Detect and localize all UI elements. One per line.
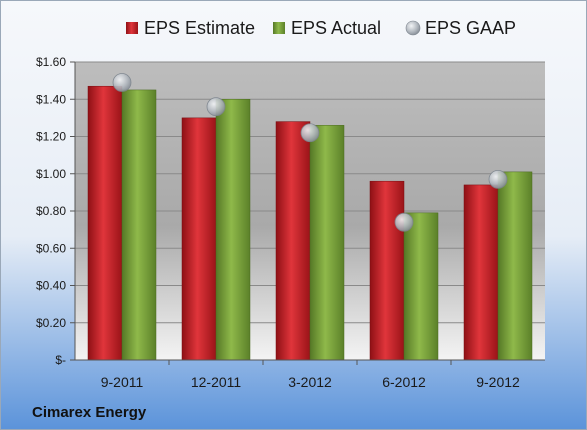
y-tick-label: $1.20 (36, 130, 66, 144)
bar-eps-estimate (181, 117, 217, 361)
x-tick-label: 3-2012 (288, 374, 332, 390)
y-tick-label: $0.80 (36, 204, 66, 218)
bar-eps-estimate (87, 85, 123, 361)
bar-eps-actual (403, 212, 439, 361)
legend: EPS Estimate EPS Actual EPS GAAP (126, 18, 516, 38)
legend-swatch (273, 22, 285, 34)
y-tick-label: $0.40 (36, 279, 66, 293)
bar-eps-estimate (369, 180, 405, 361)
y-tick-label: $0.60 (36, 241, 66, 255)
marker-eps-gaap (112, 73, 132, 92)
marker-eps-gaap (206, 97, 226, 117)
y-tick-label: $1.00 (36, 167, 66, 181)
bar-eps-actual (215, 99, 251, 361)
marker-eps-gaap (394, 212, 414, 232)
bar-eps-estimate (275, 121, 311, 361)
legend-label: EPS Estimate (144, 18, 255, 38)
company-name: Cimarex Energy (32, 404, 147, 421)
marker-eps-gaap (488, 169, 508, 189)
bars (87, 85, 533, 361)
legend-swatch (405, 20, 421, 36)
legend-label: EPS GAAP (425, 18, 516, 38)
y-tick-label: $0.20 (36, 316, 66, 330)
x-tick-label: 12-2011 (191, 374, 242, 390)
legend-label: EPS Actual (291, 18, 381, 38)
gaap-markers (112, 73, 508, 232)
y-axis: $- $0.20 $0.40 $0.60 $0.80 $1.00 $1.20 $1.40 $1.… (36, 55, 76, 367)
y-tick-label: $1.60 (36, 55, 66, 69)
bar-eps-actual (497, 171, 533, 361)
x-axis: 9-2011 12-2011 3-2012 6-2012 9-2012 (75, 359, 545, 390)
y-tick-label: $- (55, 353, 66, 367)
bar-eps-actual (121, 89, 157, 361)
marker-eps-gaap (300, 123, 320, 143)
bar-eps-estimate (463, 184, 499, 361)
x-tick-label: 9-2011 (101, 374, 144, 390)
legend-swatch (126, 22, 138, 34)
bar-eps-actual (309, 125, 345, 361)
x-tick-label: 6-2012 (382, 374, 426, 390)
x-tick-label: 9-2012 (476, 374, 520, 390)
y-tick-label: $1.40 (36, 92, 66, 106)
